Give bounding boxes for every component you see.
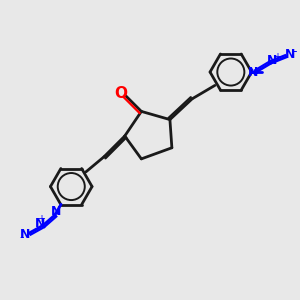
Text: N: N (248, 66, 258, 79)
Text: -: - (19, 231, 24, 244)
Text: N: N (35, 218, 45, 230)
Text: O: O (114, 86, 127, 101)
Text: +: + (38, 214, 46, 224)
Text: N: N (285, 48, 296, 61)
Text: +: + (273, 52, 281, 61)
Text: N: N (20, 228, 30, 241)
Text: N: N (267, 54, 278, 67)
Text: N: N (51, 206, 62, 218)
Text: -: - (292, 45, 296, 58)
